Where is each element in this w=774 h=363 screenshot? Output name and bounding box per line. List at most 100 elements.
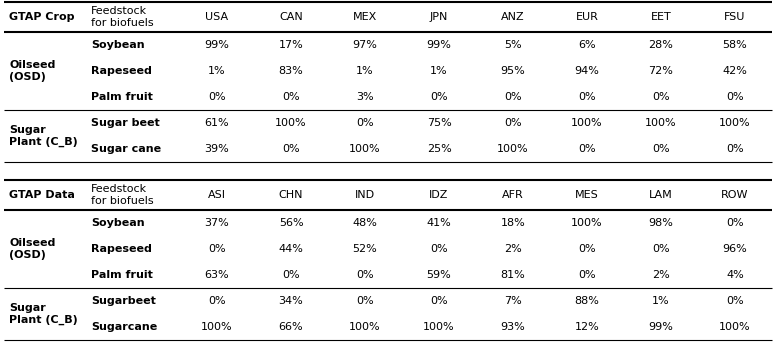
Text: 2%: 2% bbox=[504, 244, 522, 254]
Text: 63%: 63% bbox=[204, 270, 229, 280]
Text: 100%: 100% bbox=[719, 322, 751, 332]
Text: 6%: 6% bbox=[578, 40, 596, 50]
Text: Sugar cane: Sugar cane bbox=[91, 144, 161, 154]
Text: 0%: 0% bbox=[283, 144, 300, 154]
Text: 100%: 100% bbox=[497, 144, 529, 154]
Text: 0%: 0% bbox=[652, 244, 670, 254]
Text: 98%: 98% bbox=[649, 218, 673, 228]
Text: IND: IND bbox=[355, 190, 375, 200]
Text: 0%: 0% bbox=[652, 92, 670, 102]
Text: 1%: 1% bbox=[430, 66, 448, 76]
Text: USA: USA bbox=[205, 12, 228, 22]
Text: 81%: 81% bbox=[501, 270, 526, 280]
Text: 1%: 1% bbox=[208, 66, 226, 76]
Text: Soybean: Soybean bbox=[91, 218, 145, 228]
Text: 56%: 56% bbox=[279, 218, 303, 228]
Text: Sugarbeet: Sugarbeet bbox=[91, 296, 156, 306]
Text: 61%: 61% bbox=[204, 118, 229, 128]
Text: Rapeseed: Rapeseed bbox=[91, 66, 152, 76]
Text: Palm fruit: Palm fruit bbox=[91, 270, 153, 280]
Text: 0%: 0% bbox=[430, 244, 448, 254]
Text: 97%: 97% bbox=[353, 40, 378, 50]
Text: 66%: 66% bbox=[279, 322, 303, 332]
Text: MEX: MEX bbox=[353, 12, 377, 22]
Text: 0%: 0% bbox=[578, 144, 596, 154]
Text: 34%: 34% bbox=[279, 296, 303, 306]
Text: Oilseed
(OSD): Oilseed (OSD) bbox=[9, 60, 56, 82]
Text: 0%: 0% bbox=[652, 144, 670, 154]
Text: 28%: 28% bbox=[649, 40, 673, 50]
Text: 0%: 0% bbox=[726, 92, 744, 102]
Text: AFR: AFR bbox=[502, 190, 524, 200]
Text: ROW: ROW bbox=[721, 190, 748, 200]
Text: ASI: ASI bbox=[208, 190, 226, 200]
Text: 0%: 0% bbox=[504, 92, 522, 102]
Text: 17%: 17% bbox=[279, 40, 303, 50]
Text: 37%: 37% bbox=[204, 218, 229, 228]
Text: Sugarcane: Sugarcane bbox=[91, 322, 157, 332]
Text: Sugar
Plant (C_B): Sugar Plant (C_B) bbox=[9, 303, 77, 325]
Text: 94%: 94% bbox=[574, 66, 599, 76]
Text: Rapeseed: Rapeseed bbox=[91, 244, 152, 254]
Text: MES: MES bbox=[575, 190, 599, 200]
Text: 18%: 18% bbox=[501, 218, 526, 228]
Text: 42%: 42% bbox=[723, 66, 748, 76]
Text: 0%: 0% bbox=[578, 244, 596, 254]
Text: IDZ: IDZ bbox=[430, 190, 449, 200]
Text: FSU: FSU bbox=[724, 12, 745, 22]
Text: 0%: 0% bbox=[726, 218, 744, 228]
Text: 4%: 4% bbox=[726, 270, 744, 280]
Text: 100%: 100% bbox=[276, 118, 307, 128]
Text: CAN: CAN bbox=[279, 12, 303, 22]
Text: 96%: 96% bbox=[723, 244, 748, 254]
Text: Feedstock
for biofuels: Feedstock for biofuels bbox=[91, 184, 153, 206]
Text: 0%: 0% bbox=[726, 296, 744, 306]
Text: 1%: 1% bbox=[652, 296, 670, 306]
Text: 39%: 39% bbox=[204, 144, 229, 154]
Text: Feedstock
for biofuels: Feedstock for biofuels bbox=[91, 6, 153, 28]
Text: 88%: 88% bbox=[574, 296, 599, 306]
Text: JPN: JPN bbox=[430, 12, 448, 22]
Text: 0%: 0% bbox=[430, 296, 448, 306]
Text: 59%: 59% bbox=[426, 270, 451, 280]
Text: 0%: 0% bbox=[356, 118, 374, 128]
Text: 75%: 75% bbox=[426, 118, 451, 128]
Text: 100%: 100% bbox=[201, 322, 233, 332]
Text: 0%: 0% bbox=[208, 244, 226, 254]
Text: 3%: 3% bbox=[356, 92, 374, 102]
Text: 93%: 93% bbox=[501, 322, 526, 332]
Text: 0%: 0% bbox=[356, 270, 374, 280]
Text: CHN: CHN bbox=[279, 190, 303, 200]
Text: GTAP Data: GTAP Data bbox=[9, 190, 75, 200]
Text: 5%: 5% bbox=[504, 40, 522, 50]
Text: 0%: 0% bbox=[283, 92, 300, 102]
Text: 100%: 100% bbox=[349, 144, 381, 154]
Text: 0%: 0% bbox=[208, 92, 226, 102]
Text: EUR: EUR bbox=[576, 12, 598, 22]
Text: 44%: 44% bbox=[279, 244, 303, 254]
Text: 100%: 100% bbox=[571, 218, 603, 228]
Text: 1%: 1% bbox=[356, 66, 374, 76]
Text: 41%: 41% bbox=[426, 218, 451, 228]
Text: 0%: 0% bbox=[430, 92, 448, 102]
Text: 99%: 99% bbox=[649, 322, 673, 332]
Text: GTAP Crop: GTAP Crop bbox=[9, 12, 74, 22]
Text: 0%: 0% bbox=[504, 118, 522, 128]
Text: 95%: 95% bbox=[501, 66, 526, 76]
Text: ANZ: ANZ bbox=[502, 12, 525, 22]
Text: 48%: 48% bbox=[353, 218, 378, 228]
Text: 99%: 99% bbox=[426, 40, 451, 50]
Text: 52%: 52% bbox=[353, 244, 378, 254]
Text: 100%: 100% bbox=[646, 118, 676, 128]
Text: 0%: 0% bbox=[578, 270, 596, 280]
Text: 100%: 100% bbox=[423, 322, 455, 332]
Text: 0%: 0% bbox=[208, 296, 226, 306]
Text: 0%: 0% bbox=[578, 92, 596, 102]
Text: Palm fruit: Palm fruit bbox=[91, 92, 153, 102]
Text: Oilseed
(OSD): Oilseed (OSD) bbox=[9, 238, 56, 260]
Text: LAM: LAM bbox=[649, 190, 673, 200]
Text: 100%: 100% bbox=[349, 322, 381, 332]
Text: 72%: 72% bbox=[649, 66, 673, 76]
Text: 0%: 0% bbox=[356, 296, 374, 306]
Text: 7%: 7% bbox=[504, 296, 522, 306]
